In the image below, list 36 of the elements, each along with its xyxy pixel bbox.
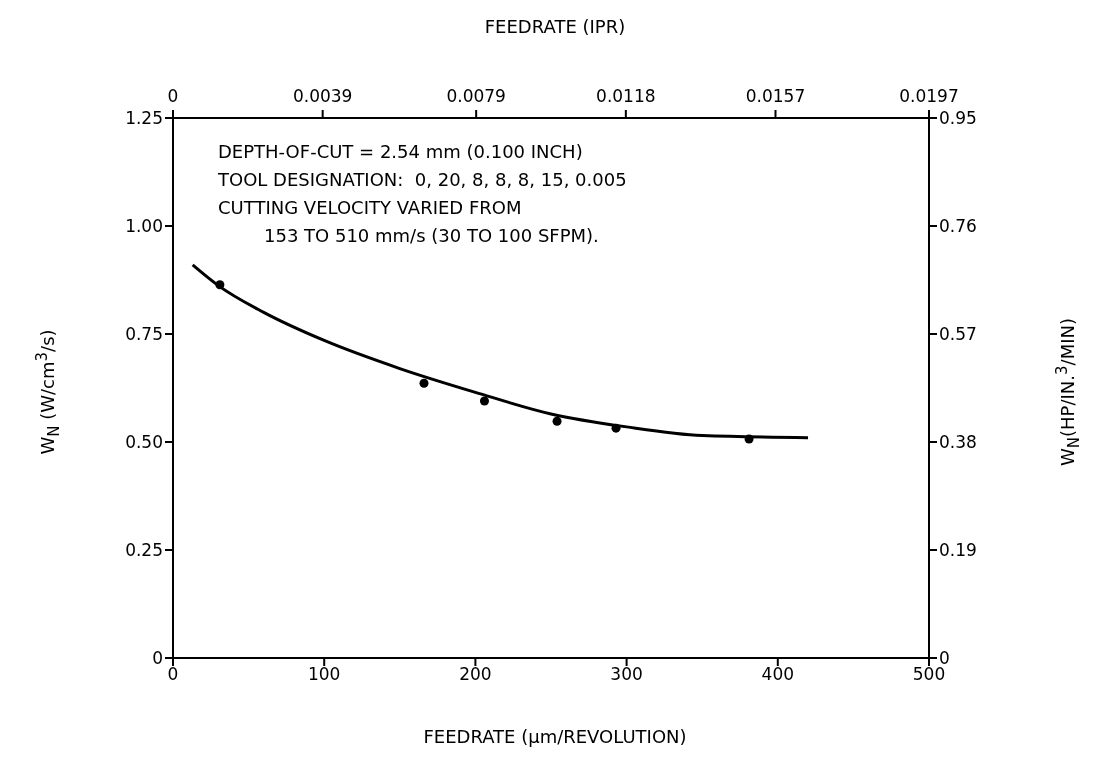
y2-tick-label: 0.19 [939, 540, 977, 561]
point [479, 396, 489, 406]
annotation: CUTTING VELOCITY VARIED FROM [218, 196, 523, 220]
x2-tick-label: 0.0118 [596, 86, 656, 106]
x-tick-label: 500 [912, 664, 946, 685]
point [552, 416, 562, 426]
x2-tick-label: 0.0157 [745, 86, 806, 106]
y-tick-label: 1.25 [125, 108, 163, 129]
y-tick-label: 0.75 [125, 324, 163, 345]
annotation: 153 TO 510 mm/s (30 TO 100 SFPM). [263, 224, 600, 248]
y-tick-label: 0.50 [125, 432, 163, 453]
x-tick-label: 100 [307, 664, 341, 685]
y2-tick-label: 0.76 [939, 216, 977, 237]
point [215, 280, 225, 290]
y-tick-label: 0 [152, 648, 163, 669]
x-tick-label: 300 [610, 664, 643, 685]
x2-tick-label: 0 [167, 86, 179, 106]
y2-tick-label: 0.38 [939, 432, 977, 453]
x2-tick-label: 0.0079 [446, 86, 506, 106]
y2-tick-label: 0.57 [939, 324, 977, 345]
annotation: TOOL DESIGNATION: 0, 20, 8, 8, 8, 15, 0.005 [218, 168, 627, 192]
y-tick-label: 1.00 [125, 216, 163, 237]
y-tick-label: 0.25 [125, 540, 163, 561]
annotation: DEPTH-OF-CUT = 2.54 mm (0.100 INCH) [218, 140, 584, 164]
y2-tick-label: 0.95 [939, 108, 977, 129]
x-tick-label: 200 [459, 664, 492, 685]
point [744, 434, 754, 444]
line-series [191, 263, 810, 440]
x2-tick-label: 0.0039 [292, 86, 353, 106]
point [611, 423, 621, 433]
x-tick-label: 400 [761, 664, 795, 685]
x2-axis-title: FEEDRATE (IPR) [483, 16, 627, 37]
x2-tick-label: 0.0197 [899, 86, 959, 106]
x-tick-label: 0 [167, 664, 179, 685]
x-axis-title: FEEDRATE (µm/REVOLUTION) [422, 726, 688, 747]
point [419, 378, 429, 388]
